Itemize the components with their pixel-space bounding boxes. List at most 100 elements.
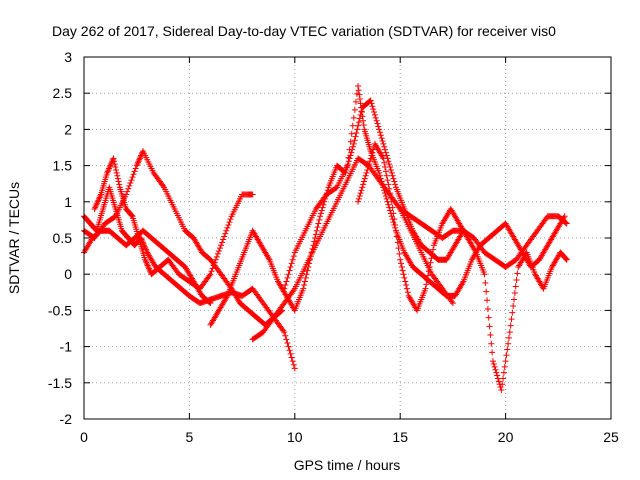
data-point — [365, 164, 372, 171]
data-point — [382, 146, 389, 153]
data-point — [136, 155, 143, 162]
data-point — [355, 82, 362, 89]
data-point — [392, 181, 399, 188]
data-point — [370, 106, 377, 113]
data-point — [227, 216, 234, 223]
data-point — [290, 287, 297, 294]
data-point — [94, 200, 101, 207]
y-tick-label: 1 — [64, 194, 72, 210]
data-point — [142, 256, 149, 263]
data-point — [381, 143, 388, 150]
data-point — [511, 296, 518, 303]
data-point — [355, 195, 362, 202]
data-point — [104, 169, 111, 176]
data-point — [106, 165, 113, 172]
data-point — [459, 279, 466, 286]
data-point — [290, 361, 297, 368]
data-point — [216, 245, 223, 252]
data-point — [91, 206, 98, 213]
data-point — [389, 204, 396, 211]
data-point — [355, 87, 362, 94]
y-tick-label: 1.5 — [53, 158, 73, 174]
data-point — [111, 161, 118, 168]
data-point — [495, 375, 502, 382]
data-point — [141, 242, 148, 249]
data-point — [249, 191, 256, 198]
data-point — [374, 120, 381, 127]
data-point — [561, 213, 568, 220]
data-point — [315, 220, 322, 227]
x-axis-label: GPS time / hours — [294, 457, 401, 473]
data-point — [492, 366, 499, 373]
data-point — [380, 155, 387, 162]
series-sat-f — [249, 155, 456, 343]
data-point — [114, 172, 121, 179]
data-point — [399, 267, 406, 274]
data-point — [513, 276, 520, 283]
data-point — [112, 164, 119, 171]
data-point — [390, 210, 397, 217]
data-point — [489, 349, 496, 356]
data-point — [93, 201, 100, 208]
data-point — [357, 190, 364, 197]
data-point — [360, 122, 367, 129]
data-point — [385, 158, 392, 165]
data-point — [490, 360, 497, 367]
data-point — [424, 276, 431, 283]
data-point — [287, 263, 294, 270]
data-point — [317, 210, 324, 217]
data-point — [562, 255, 569, 262]
data-point — [493, 369, 500, 376]
data-point — [371, 111, 378, 118]
x-tick-label: 25 — [603, 429, 619, 445]
data-points — [81, 82, 570, 394]
data-point — [361, 175, 368, 182]
y-tick-label: 3 — [64, 49, 72, 65]
data-point — [376, 126, 383, 133]
data-point — [383, 152, 390, 159]
data-point — [500, 369, 507, 376]
data-point — [377, 175, 384, 182]
data-point — [376, 169, 383, 176]
data-point — [128, 211, 135, 218]
data-point — [512, 283, 519, 290]
data-point — [143, 259, 150, 266]
data-point — [391, 178, 398, 185]
data-point — [380, 184, 387, 191]
data-point — [281, 329, 288, 336]
data-point — [398, 263, 405, 270]
data-point — [383, 172, 390, 179]
data-point — [316, 216, 323, 223]
data-point — [106, 164, 113, 171]
data-point — [285, 271, 292, 278]
data-point — [392, 227, 399, 234]
data-point — [383, 195, 390, 202]
data-point — [265, 255, 272, 262]
data-point — [352, 133, 359, 140]
data-point — [429, 250, 436, 257]
data-point — [403, 282, 410, 289]
data-point — [219, 239, 226, 246]
data-point — [290, 253, 297, 260]
data-point — [351, 137, 358, 144]
data-point — [381, 159, 388, 166]
x-tick-label: 5 — [186, 429, 194, 445]
data-point — [116, 181, 123, 188]
data-point — [487, 332, 494, 339]
y-tick-label: 0.5 — [53, 230, 73, 246]
data-point — [95, 195, 102, 202]
data-point — [382, 164, 389, 171]
data-point — [142, 258, 149, 265]
data-point — [220, 236, 227, 243]
data-point — [283, 336, 290, 343]
data-point — [506, 329, 513, 336]
data-point — [289, 256, 296, 263]
data-point — [221, 233, 228, 240]
y-tick-label: -0.5 — [48, 302, 72, 318]
data-point — [508, 316, 515, 323]
data-point — [145, 265, 152, 272]
data-point — [282, 332, 289, 339]
data-point — [495, 378, 502, 385]
data-point — [359, 113, 366, 120]
data-point — [95, 197, 102, 204]
